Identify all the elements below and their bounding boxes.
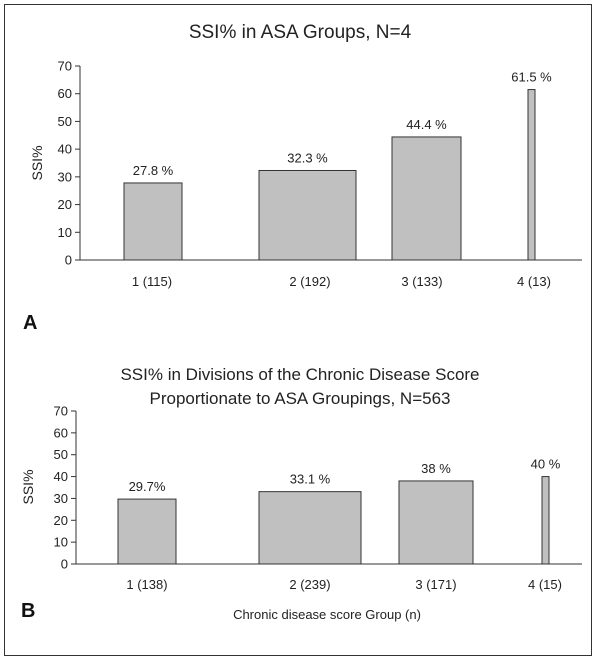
- chart-panel-1: SSI% in ASA Groups, N=4 0 10 20 30 40 50 60 70 SS…: [23, 22, 582, 334]
- x-category-label: 2 (239): [289, 577, 330, 592]
- bar-4: [527, 89, 536, 261]
- y-tick-label: 10: [58, 225, 72, 240]
- bar-value-label: 32.3 %: [287, 150, 328, 165]
- y-axis-label: SSI%: [29, 145, 45, 180]
- y-tick-label: 0: [65, 253, 72, 268]
- y-tick-label: 40: [58, 142, 72, 157]
- bar-value-label: 44.4 %: [406, 117, 447, 132]
- x-category-label: 3 (133): [401, 274, 442, 289]
- y-tick-label: 50: [58, 114, 72, 129]
- y-tick-label: 30: [58, 169, 72, 184]
- x-category-label: 4 (15): [528, 577, 562, 592]
- figure-frame: [4, 4, 592, 656]
- chart-title: Proportionate to ASA Groupings, N=563: [149, 389, 450, 408]
- y-tick-label: 0: [61, 557, 68, 572]
- y-tick-label: 40: [54, 469, 68, 484]
- chart-title: SSI% in ASA Groups, N=4: [189, 22, 412, 43]
- bar-value-label: 40 %: [531, 457, 561, 472]
- bar-value-label: 29.7%: [129, 479, 166, 494]
- bar-1: [117, 498, 177, 565]
- panel-letter: B: [21, 600, 35, 622]
- bar-1: [123, 182, 183, 261]
- x-category-label: 1 (115): [132, 274, 172, 289]
- bar-value-label: 33.1 %: [290, 472, 331, 487]
- x-axis-label: Chronic disease score Group (n): [233, 607, 421, 622]
- bar-4: [541, 476, 550, 565]
- y-tick-label: 60: [58, 86, 72, 101]
- y-tick-label: 70: [54, 404, 68, 419]
- y-tick-label: 60: [54, 425, 68, 440]
- x-category-label: 1 (138): [126, 577, 167, 592]
- x-category-label: 2 (192): [289, 274, 330, 289]
- bar-3: [391, 136, 462, 261]
- figure-canvas: SSI% in ASA Groups, N=4 0 10 20 30 40 50 60 70 SS…: [4, 4, 592, 656]
- y-axis-label: SSI%: [20, 469, 36, 504]
- x-category-label: 3 (171): [415, 577, 456, 592]
- y-tick-label: 20: [54, 513, 68, 528]
- y-tick-label: 30: [54, 491, 68, 506]
- bar-3: [398, 480, 474, 565]
- bar-value-label: 38 %: [421, 461, 451, 476]
- y-tick-label: 50: [54, 447, 68, 462]
- y-tick-label: 20: [58, 197, 72, 212]
- panel-letter: A: [23, 312, 37, 334]
- bar-value-label: 27.8 %: [133, 163, 174, 178]
- figure: SSI% in ASA Groups, N=4 0 10 20 30 40 50 60 70 SS…: [4, 4, 592, 656]
- y-tick-label: 10: [54, 535, 68, 550]
- bar-2: [258, 491, 362, 565]
- x-category-label: 4 (13): [517, 274, 551, 289]
- chart-panel-2: SSI% in Divisions of the Chronic Disease…: [20, 365, 582, 622]
- bar-2: [258, 169, 357, 261]
- bar-value-label: 61.5 %: [511, 70, 552, 85]
- chart-title: SSI% in Divisions of the Chronic Disease…: [120, 365, 479, 384]
- y-tick-label: 70: [58, 59, 72, 74]
